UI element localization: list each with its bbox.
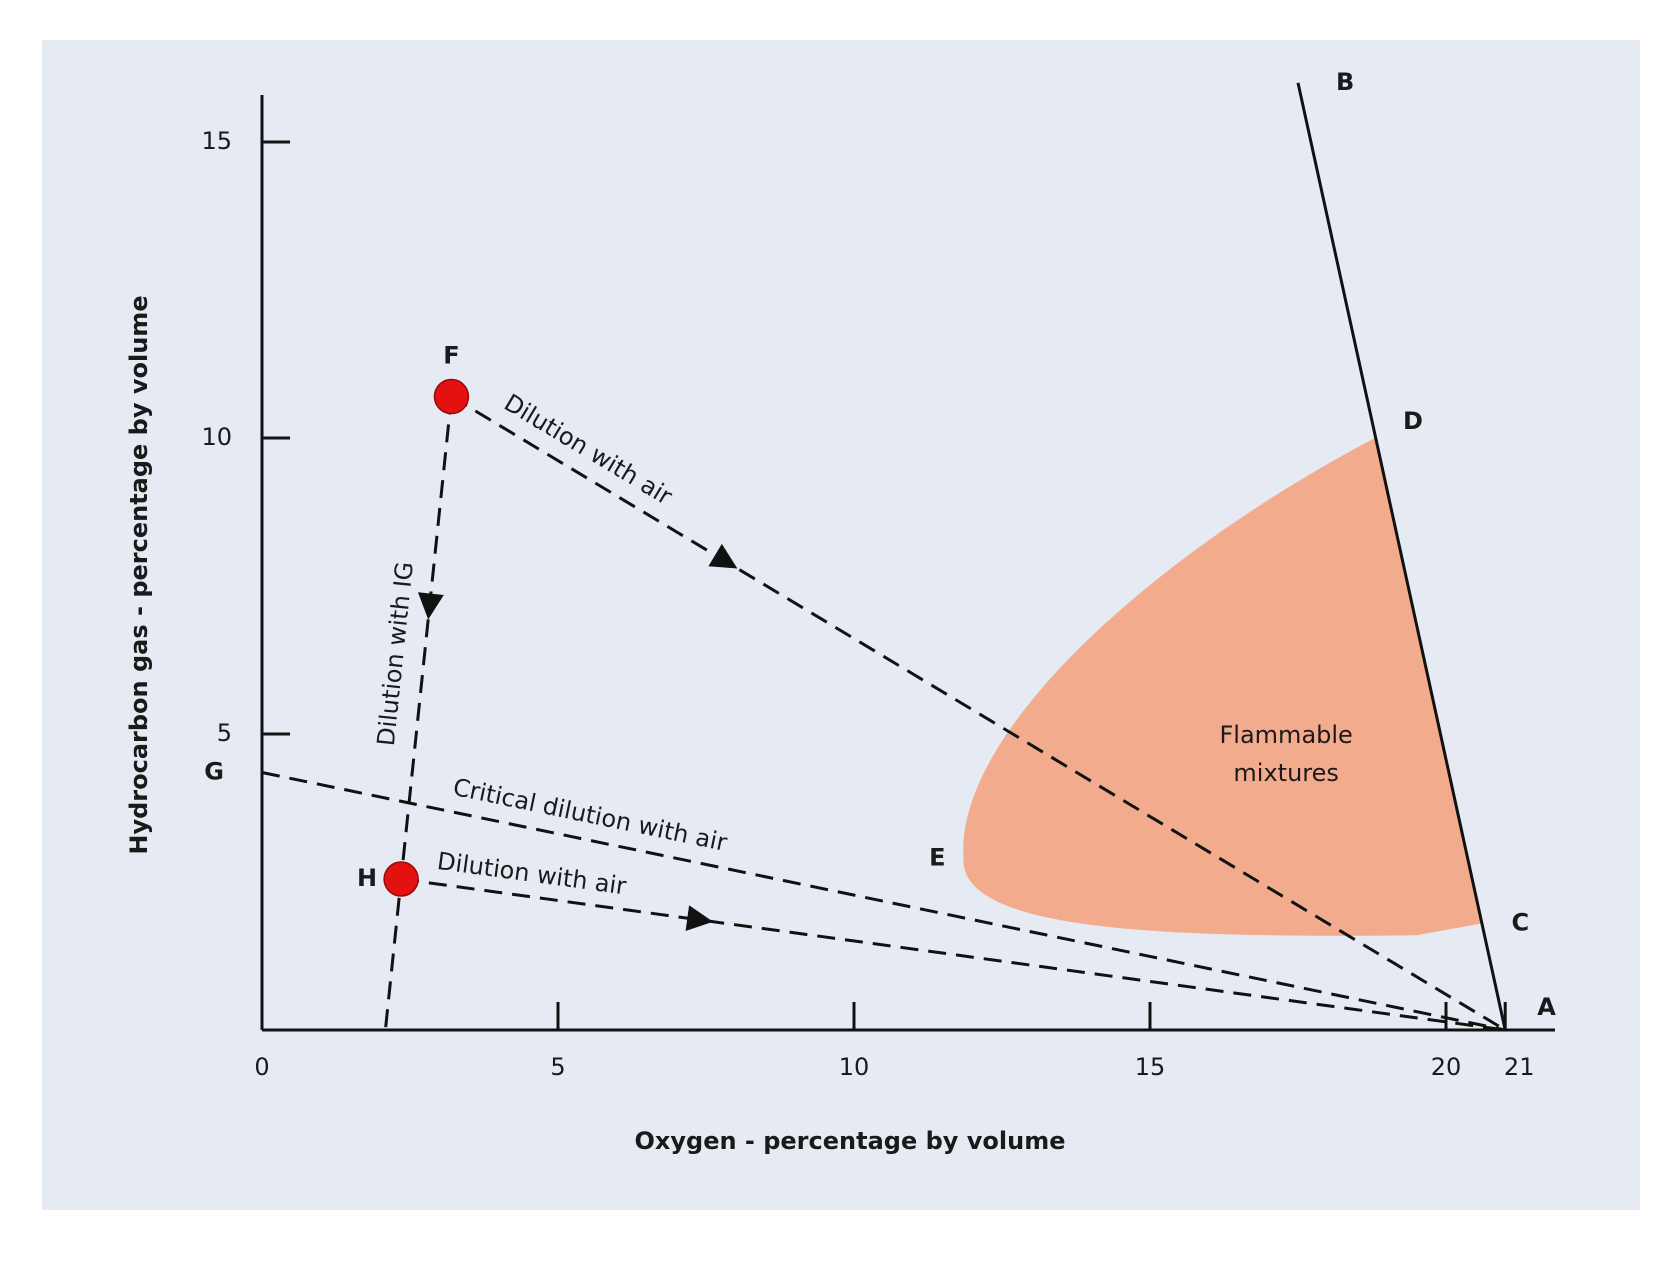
dilution-ig-line: [383, 396, 453, 1031]
point-label: G: [204, 757, 224, 785]
x-tick-label: 21: [1504, 1053, 1535, 1081]
x-tick-label: 5: [550, 1053, 565, 1081]
state-point: [383, 861, 419, 897]
arrow-head: [685, 905, 714, 932]
point-label: H: [357, 864, 377, 892]
point-label: D: [1403, 407, 1423, 435]
y-tick-label: 5: [217, 719, 232, 747]
point-label: F: [443, 342, 459, 370]
flammable-region: [963, 438, 1482, 936]
y-axis-title: Hydrocarbon gas - percentage by volume: [125, 295, 153, 854]
x-tick-label: 10: [839, 1053, 870, 1081]
x-tick-label: 15: [1135, 1053, 1166, 1081]
state-point: [433, 378, 470, 415]
air-line: [1296, 82, 1507, 1031]
dilution-air-line: [450, 395, 1506, 1032]
y-tick-label: 10: [201, 423, 232, 451]
y-tick-label: 15: [201, 127, 232, 155]
arrow-head: [417, 592, 444, 620]
point-label: E: [929, 843, 945, 871]
x-axis-title: Oxygen - percentage by volume: [634, 1127, 1065, 1155]
point-label: C: [1512, 908, 1530, 936]
x-tick-label: 0: [254, 1053, 269, 1081]
x-tick-label: 20: [1431, 1053, 1462, 1081]
point-label: B: [1336, 68, 1354, 96]
critical-dilution-line: [261, 771, 1506, 1032]
dilution-air-line-h: [400, 877, 1506, 1032]
point-label: A: [1537, 993, 1556, 1021]
region-label: mixtures: [1233, 759, 1338, 787]
region-label: Flammable: [1220, 721, 1353, 749]
arrow-head: [708, 543, 738, 569]
